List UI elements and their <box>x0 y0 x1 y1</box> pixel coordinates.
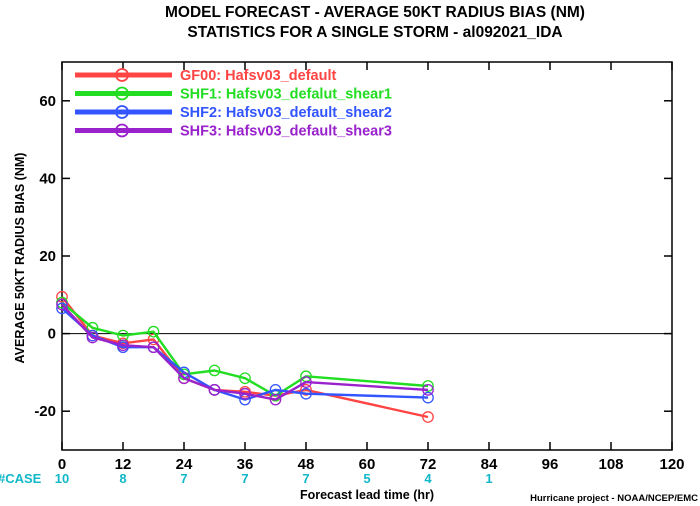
legend-marker <box>115 68 129 82</box>
series-marker <box>208 364 221 377</box>
case-count: 5 <box>363 471 370 486</box>
case-count: 4 <box>424 471 432 486</box>
series-marker <box>56 298 68 311</box>
y-tick-label: 60 <box>39 93 56 110</box>
series-marker <box>208 384 221 396</box>
legend-label: SHF3: Hafsv03_default_shear3 <box>180 124 392 140</box>
series-marker <box>86 321 99 334</box>
series-marker <box>422 391 434 404</box>
y-tick-label: -20 <box>34 403 56 420</box>
x-tick-label: 12 <box>115 456 132 473</box>
x-axis-label: Forecast lead time (hr) <box>300 488 434 502</box>
y-tick-label: 0 <box>48 326 56 343</box>
series-marker <box>300 376 312 388</box>
legend-marker <box>115 86 129 101</box>
series-marker <box>56 290 68 303</box>
x-tick-label: 96 <box>542 456 559 473</box>
series-marker <box>147 341 160 354</box>
legend-label: SHF2: Hafsv03_default_shear2 <box>180 105 392 121</box>
series-marker <box>269 384 282 396</box>
x-tick-label: 84 <box>481 456 498 473</box>
series-marker <box>239 387 251 400</box>
case-count: 7 <box>180 471 187 486</box>
chart-title: MODEL FORECAST - AVERAGE 50KT RADIUS BIA… <box>165 4 585 21</box>
x-tick-label: 120 <box>659 456 684 473</box>
series-marker <box>422 411 434 423</box>
case-count: 10 <box>55 471 69 486</box>
case-count: 7 <box>302 471 309 486</box>
legend-marker <box>115 123 129 138</box>
series-marker <box>117 339 129 352</box>
credit-text: Hurricane project - NOAA/NCEP/EMC <box>530 493 698 504</box>
chart-subtitle: STATISTICS FOR A SINGLE STORM - al092021… <box>187 24 562 41</box>
x-tick-label: 60 <box>359 456 376 473</box>
case-count: 7 <box>241 471 248 486</box>
case-count: 1 <box>485 471 492 486</box>
series-marker <box>422 384 434 396</box>
y-tick-label: 20 <box>39 248 56 265</box>
series-line-4 <box>61 303 429 401</box>
series-marker <box>269 393 282 406</box>
series-marker <box>147 325 160 338</box>
x-tick-label: 0 <box>58 456 66 473</box>
series-marker <box>300 384 312 396</box>
x-tick-label: 108 <box>598 456 623 473</box>
x-tick-label: 48 <box>298 456 315 473</box>
y-axis-label: AVERAGE 50KT RADIUS BIAS (NM) <box>13 153 27 364</box>
series-marker <box>178 372 190 385</box>
series-marker <box>300 387 312 400</box>
case-label: #CASE <box>0 471 42 486</box>
legend-marker <box>115 105 129 119</box>
case-count: 8 <box>119 471 126 486</box>
series-line-2 <box>61 301 429 397</box>
y-tick-label: 40 <box>39 170 56 187</box>
series-marker <box>422 380 434 392</box>
legend-label: GF00: Hafsv03_default <box>180 68 337 84</box>
series-marker <box>117 329 129 342</box>
x-tick-label: 36 <box>237 456 254 473</box>
x-tick-label: 72 <box>420 456 437 473</box>
plot-area: -20 0 20 40 60 0 12 24 36 48 60 72 84 96 108 120 GF00: H… <box>34 61 685 473</box>
series-marker <box>86 331 99 344</box>
x-tick-label: 24 <box>176 456 193 473</box>
series-marker <box>239 372 251 385</box>
legend-label: SHF1: Hafsv03_defalut_shear1 <box>180 87 392 103</box>
